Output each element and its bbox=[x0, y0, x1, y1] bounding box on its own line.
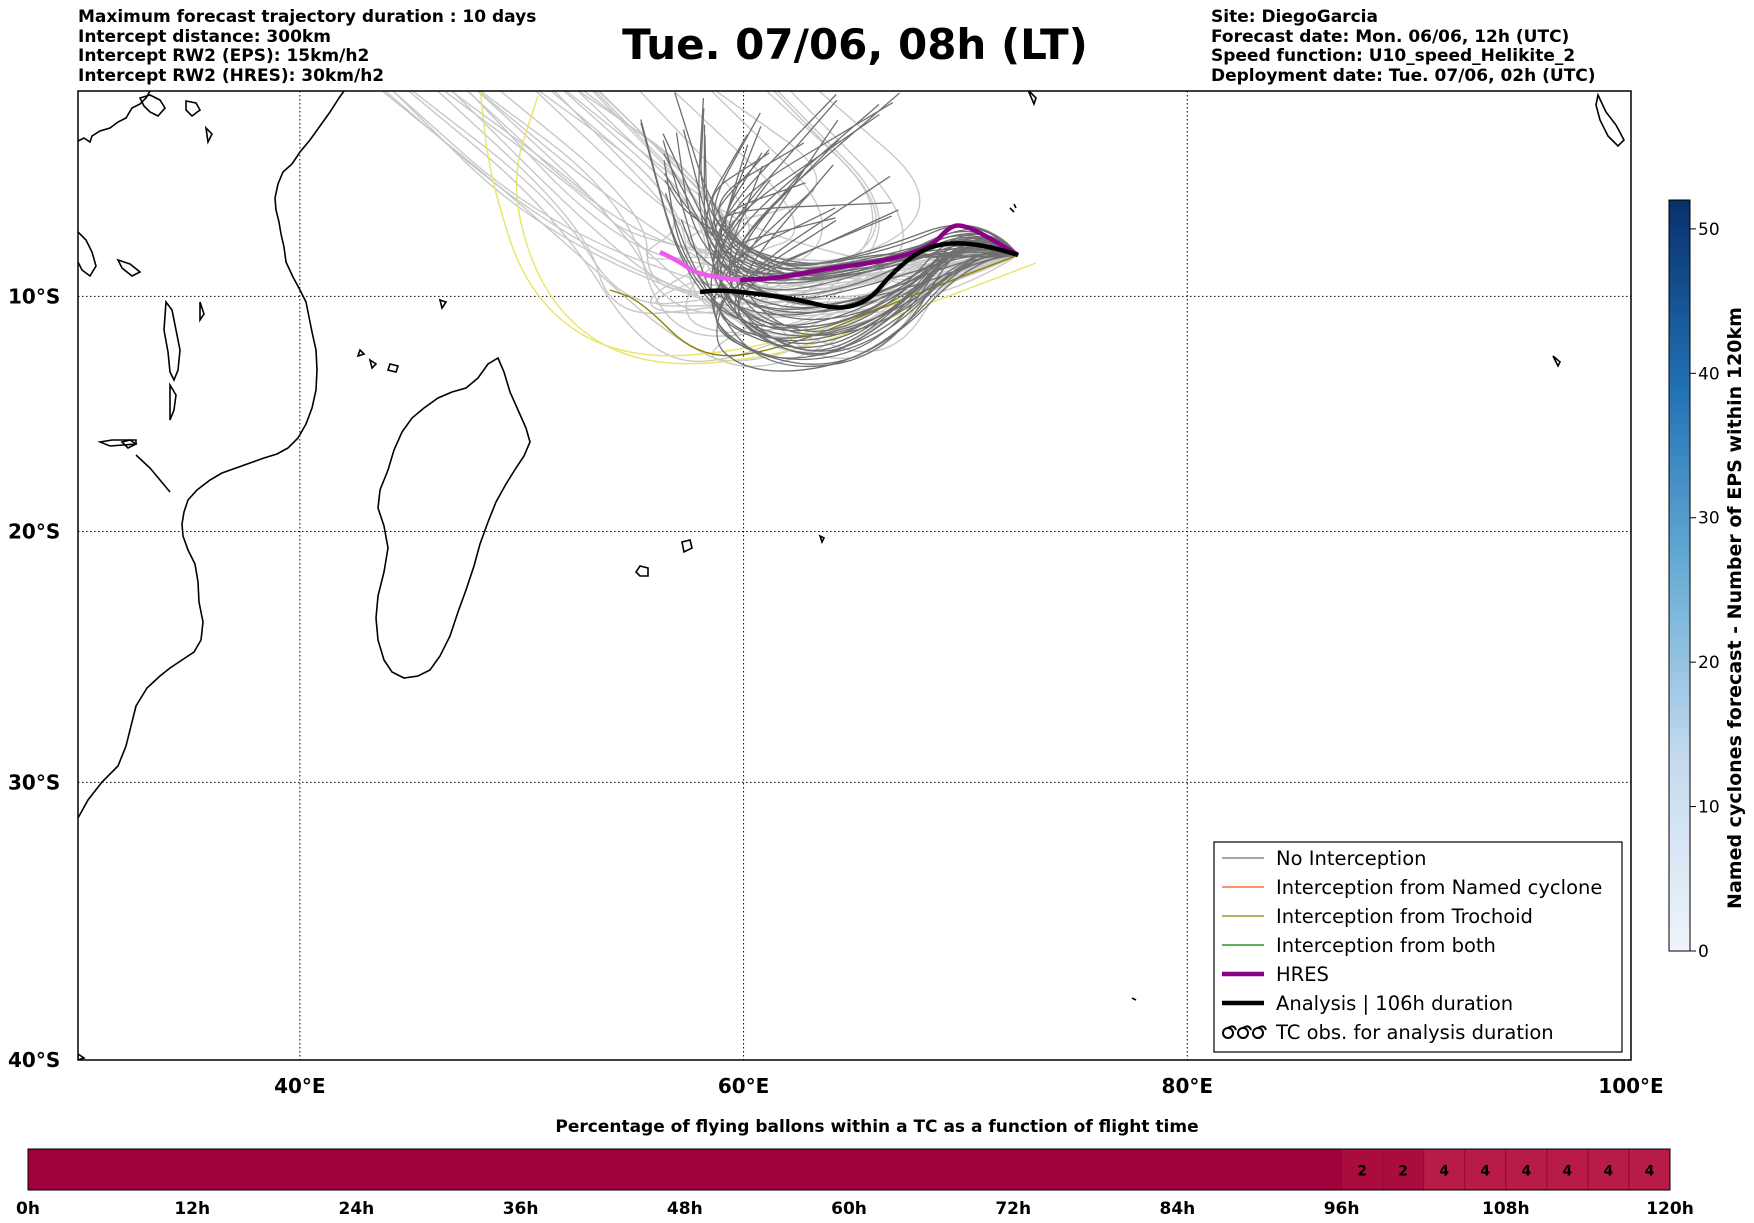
legend-label-hres: HRES bbox=[1276, 963, 1329, 986]
run-info-left: Maximum forecast trajectory duration : 1… bbox=[78, 7, 537, 86]
time-bar-tick-label: 60h bbox=[831, 1199, 867, 1219]
time-bar-tick-label: 36h bbox=[503, 1199, 539, 1219]
time-bar-tick-label: 84h bbox=[1160, 1199, 1196, 1219]
lon-tick-label: 100°E bbox=[1598, 1074, 1663, 1098]
time-bar: 2 2 4 4 4 4 4 4 0h 12h 24h 36h 48h 60h 72h 84h 96h 108h 1… bbox=[16, 1148, 1694, 1219]
time-bar-cell bbox=[1382, 1149, 1424, 1190]
time-bar-title: Percentage of flying ballons within a TC… bbox=[555, 1117, 1199, 1137]
lon-tick-label: 40°E bbox=[274, 1074, 326, 1098]
eps-trajectory bbox=[680, 219, 1019, 300]
eps-trajectory bbox=[737, 209, 1019, 356]
eps-trajectory-late bbox=[411, 91, 1019, 305]
time-bar-cell bbox=[1341, 1149, 1383, 1190]
time-bar-tick-label: 120h bbox=[1646, 1199, 1694, 1219]
eps-trajectory bbox=[716, 119, 1019, 372]
lon-tick-label: 60°E bbox=[718, 1074, 770, 1098]
time-bar-tick-label: 48h bbox=[667, 1199, 703, 1219]
info-line: Site: DiegoGarcia bbox=[1211, 7, 1378, 27]
time-bar-tick-label: 12h bbox=[174, 1199, 210, 1219]
time-bar-cell bbox=[1546, 1149, 1588, 1190]
legend-label-trochoid: Interception from Trochoid bbox=[1276, 905, 1533, 928]
info-line: Maximum forecast trajectory duration : 1… bbox=[78, 7, 537, 27]
eps-trajectory bbox=[640, 122, 1019, 329]
hres-trajectory-late bbox=[658, 249, 741, 283]
eps-trajectory bbox=[664, 179, 1019, 265]
eps-trajectory bbox=[719, 104, 1019, 336]
time-bar-cell bbox=[1464, 1149, 1506, 1190]
colorbar-scale bbox=[1668, 199, 1691, 952]
info-line: Intercept distance: 300km bbox=[78, 26, 331, 47]
colorbar-tick-label: 20 bbox=[1698, 653, 1720, 673]
run-info-right: Site: DiegoGarcia Forecast date: Mon. 06… bbox=[1211, 7, 1596, 86]
map-panel: 10°S 20°S 30°S 40°S 40°E 60°E 80°E 100°E bbox=[8, 90, 1664, 1098]
time-bar-cell-value: 4 bbox=[1521, 1164, 1531, 1180]
legend-swatch-tc-obs bbox=[1222, 1025, 1267, 1039]
eps-trajectory bbox=[715, 94, 1019, 284]
time-bar-cell-value: 4 bbox=[1645, 1164, 1655, 1180]
info-line: Deployment date: Tue. 07/06, 02h (UTC) bbox=[1211, 65, 1596, 86]
lat-tick-label: 30°S bbox=[8, 770, 60, 794]
lat-tick-label: 40°S bbox=[8, 1048, 60, 1072]
legend-label-analysis: Analysis | 106h duration bbox=[1276, 992, 1513, 1015]
lon-tick-label: 80°E bbox=[1162, 1074, 1214, 1098]
time-bar-cell bbox=[1587, 1149, 1629, 1190]
colorbar-tick-label: 50 bbox=[1698, 220, 1720, 240]
legend-box bbox=[1213, 841, 1623, 1053]
time-bar-tick-label: 108h bbox=[1482, 1199, 1530, 1219]
legend-label-no-interception: No Interception bbox=[1276, 847, 1427, 870]
time-bar-cell bbox=[1628, 1149, 1670, 1190]
lat-tick-label: 10°S bbox=[8, 284, 60, 308]
eps-trajectory bbox=[728, 102, 1019, 279]
info-line: Speed function: U10_speed_Helikite_2 bbox=[1211, 46, 1576, 66]
colorbar-tick-label: 30 bbox=[1698, 509, 1720, 529]
page-title: Tue. 07/06, 08h (LT) bbox=[622, 20, 1088, 69]
eps-trajectory-late bbox=[476, 91, 1019, 292]
eps-trajectory bbox=[675, 132, 1019, 281]
coastlines bbox=[78, 91, 1625, 1060]
time-bar-cell-value: 4 bbox=[1439, 1164, 1449, 1180]
time-bar-cell-value: 4 bbox=[1480, 1164, 1490, 1180]
eps-trajectory bbox=[713, 217, 1019, 326]
eps-trajectory bbox=[712, 113, 1019, 310]
coastline-madagascar bbox=[375, 356, 531, 679]
info-line: Intercept RW2 (HRES): 30km/h2 bbox=[78, 65, 385, 86]
map-legend: No Interception Interception from Named … bbox=[1213, 841, 1623, 1053]
time-bar-cell-value: 2 bbox=[1398, 1164, 1408, 1180]
legend-label-both: Interception from both bbox=[1276, 934, 1496, 957]
lat-tick-label: 20°S bbox=[8, 520, 60, 544]
legend-label-tc-obs: TC obs. for analysis duration bbox=[1275, 1021, 1554, 1044]
trajectory-layer bbox=[381, 91, 1037, 372]
time-bar-tick-label: 96h bbox=[1324, 1199, 1360, 1219]
colorbar-label: Named cyclones forecast - Number of EPS … bbox=[1724, 307, 1746, 909]
colorbar-tick-label: 40 bbox=[1698, 364, 1720, 384]
coastline-africa bbox=[78, 91, 345, 819]
time-bar-tick-label: 72h bbox=[995, 1199, 1031, 1219]
time-bar-cell bbox=[28, 1149, 1342, 1190]
time-bar-cell-value: 4 bbox=[1604, 1164, 1614, 1180]
coastline-arabia bbox=[78, 91, 151, 144]
eps-trajectory-late bbox=[449, 91, 1019, 266]
time-bar-cell-value: 2 bbox=[1357, 1164, 1367, 1180]
eps-trajectory bbox=[719, 215, 1019, 349]
colorbar-tick-label: 10 bbox=[1698, 798, 1720, 818]
time-bar-cell bbox=[1423, 1149, 1465, 1190]
map-frame bbox=[77, 90, 1632, 1061]
colorbar: 0 10 20 30 40 50 bbox=[1668, 199, 1720, 962]
info-line: Intercept RW2 (EPS): 15km/h2 bbox=[78, 46, 370, 66]
colorbar-tick-label: 0 bbox=[1698, 942, 1709, 962]
eps-trajectory bbox=[703, 124, 1019, 332]
time-bar-cell-value: 4 bbox=[1563, 1164, 1573, 1180]
time-bar-frame bbox=[27, 1148, 1671, 1191]
time-bar-tick-label: 24h bbox=[339, 1199, 375, 1219]
eps-trajectory bbox=[664, 193, 1019, 339]
info-line: Forecast date: Mon. 06/06, 12h (UTC) bbox=[1211, 26, 1570, 47]
time-bar-tick-label: 0h bbox=[16, 1199, 40, 1219]
legend-label-named-cyclone: Interception from Named cyclone bbox=[1276, 876, 1602, 899]
time-bar-cell bbox=[1505, 1149, 1547, 1190]
analysis-trajectory bbox=[699, 241, 1019, 310]
